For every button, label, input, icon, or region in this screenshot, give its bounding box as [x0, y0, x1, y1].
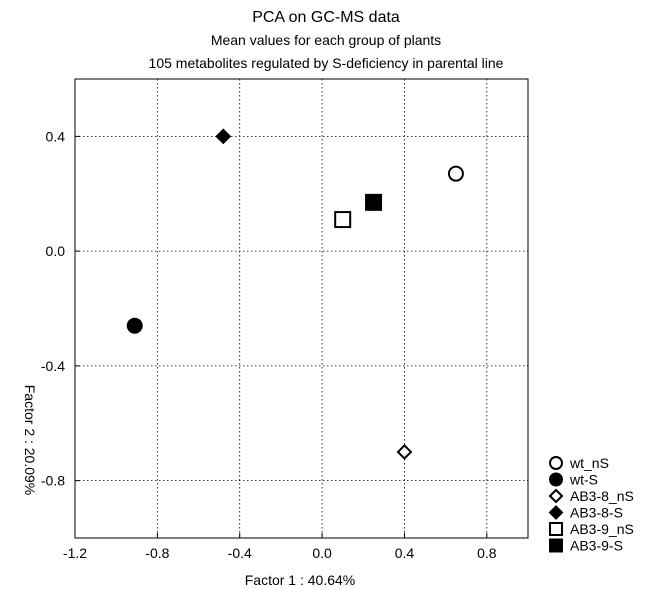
chart-subtitle-line-2: 105 metabolites regulated by S-deficienc… [149, 55, 504, 71]
y-tick-label: 0.4 [46, 128, 66, 144]
legend-marker-wt-ns [549, 456, 563, 470]
data-point-wt-ns [447, 165, 464, 182]
legend-marker-ab3-9-ns [549, 522, 563, 536]
legend-label-ab3-9-s: AB3-9-S [570, 538, 623, 554]
y-tick-label: 0.0 [46, 243, 66, 259]
chart-subtitle-line-1: Mean values for each group of plants [211, 32, 441, 48]
grid-layer [75, 79, 528, 538]
legend-marker-ab3-8-ns [548, 488, 564, 504]
legend-marker-ab3-9-s [549, 538, 563, 553]
legend-label-ab3-8-ns: AB3-8_nS [570, 488, 634, 504]
data-point-ab3-9-s [365, 193, 383, 211]
data-point-wt-s [126, 317, 143, 334]
x-tick-label: -1.2 [63, 545, 87, 561]
chart-title: PCA on GC-MS data [252, 9, 400, 26]
y-axis-label: Factor 2 : 20.09% [22, 385, 38, 496]
legend-label-wt-ns: wt_nS [569, 455, 609, 471]
x-tick-label: 0.4 [395, 545, 415, 561]
data-point-ab3-8-s [215, 128, 232, 145]
legend-marker-wt-s [549, 472, 563, 487]
legend-label-ab3-9-ns: AB3-9_nS [570, 521, 634, 537]
y-tick-label: -0.4 [41, 358, 65, 374]
tick-layer: -1.2 -0.8 -0.4 0.0 0.4 0.8 0.4 0.0 -0.4 -0.8 [41, 128, 497, 561]
y-tick-label: -0.8 [41, 473, 65, 489]
data-point-ab3-8-ns [396, 444, 413, 460]
data-point-ab3-9-ns [334, 211, 352, 229]
x-axis-label: Factor 1 : 40.64% [245, 572, 356, 588]
plot-frame [74, 78, 529, 539]
x-tick-label: 0.0 [312, 545, 332, 561]
x-tick-label: -0.4 [228, 545, 252, 561]
x-tick-label: 0.8 [477, 545, 497, 561]
legend-label-wt-s: wt-S [569, 472, 598, 488]
legend-marker-ab3-8-s [548, 505, 564, 520]
point-layer [126, 128, 464, 460]
x-tick-label: -0.8 [145, 545, 169, 561]
legend-label-ab3-8-s: AB3-8-S [570, 505, 623, 521]
